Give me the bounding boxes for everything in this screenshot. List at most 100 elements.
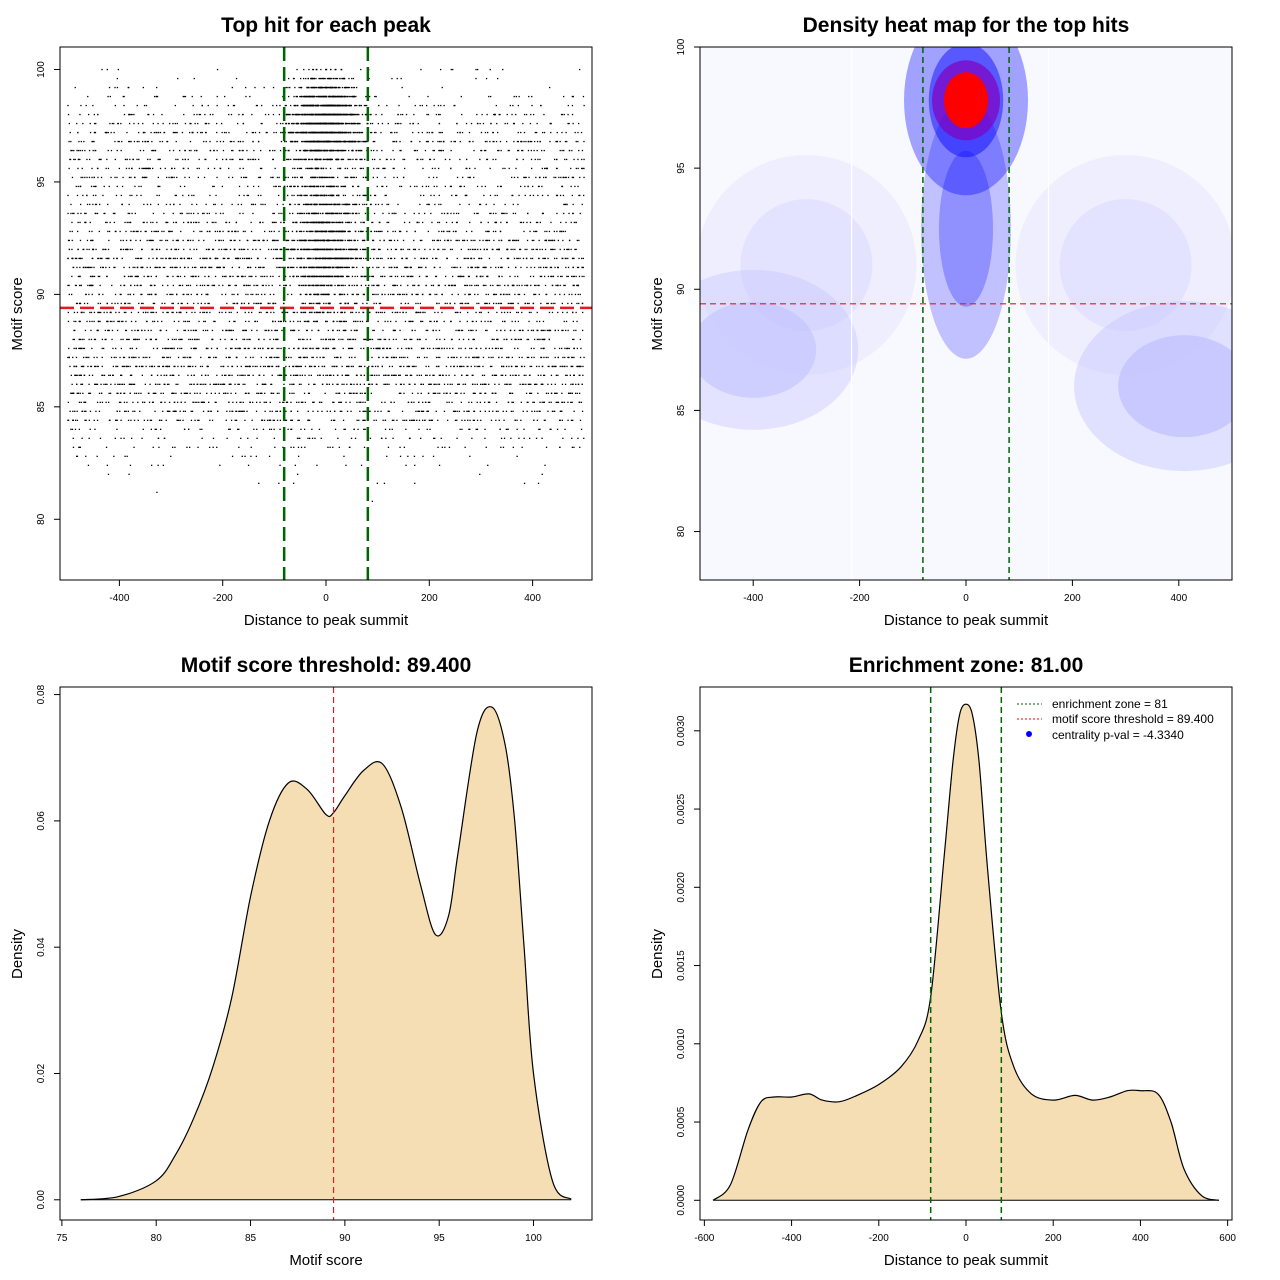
scatter-point [512,446,514,448]
scatter-point [432,239,434,242]
scatter-point [227,257,229,260]
scatter-point [166,293,168,296]
scatter-point [388,410,390,412]
scatter-point [292,383,294,385]
scatter-point [237,230,239,233]
scatter-point [177,356,180,359]
scatter-point [219,383,221,385]
scatter-point [70,392,72,394]
scatter-point [213,356,215,359]
scatter-point [577,437,579,439]
scatter-point [379,257,382,260]
scatter-point [389,275,391,278]
scatter-point [554,329,556,332]
scatter-point [244,392,247,394]
scatter-point [374,140,376,143]
scatter-point [444,158,447,161]
scatter-point [180,257,183,260]
scatter-point [326,374,329,376]
scatter-point [493,239,495,242]
scatter-point [567,347,569,350]
scatter-point [109,392,112,394]
scatter-point [105,248,107,251]
scatter-point [270,230,273,233]
scatter-point [373,329,375,332]
scatter-point [400,284,402,287]
scatter-point [364,401,366,403]
scatter-point [433,392,436,394]
scatter-point [97,167,99,170]
scatter-point [155,95,157,98]
scatter-point [502,212,505,215]
scatter-point [247,347,249,350]
scatter-point [541,401,543,403]
scatter-point [472,356,474,359]
scatter-point [531,167,533,170]
scatter-point [252,356,254,359]
scatter-point [151,293,153,296]
scatter-point [480,383,482,385]
panel-scatter: Top hit for each peak -400 -200 0 200 400 80… [9,14,593,629]
scatter-point [334,356,336,359]
scatter-point [238,266,240,269]
scatter-point [304,374,306,376]
scatter-point [346,167,349,170]
scatter-point [450,149,452,152]
scatter-point [542,338,544,341]
scatter-point [457,329,459,332]
scatter-point [173,176,175,179]
scatter-point [359,401,362,403]
scatter-point [482,275,484,278]
scatter-point [514,338,516,341]
scatter-point [299,437,301,439]
scatter-point [464,383,467,385]
scatter-point [250,158,252,161]
scatter-point [131,356,133,359]
scatter-point [173,338,176,341]
scatter-point [522,158,524,161]
scatter-point [425,365,427,368]
scatter-point [502,446,505,448]
scatter-point [270,176,272,179]
scatter-point [340,311,342,314]
scatter-point [533,293,535,296]
scatter-point [474,284,476,287]
scatter-point [298,383,301,385]
scatter-point [256,365,258,368]
scatter-point [136,230,138,233]
scatter-point [92,248,95,251]
scatter-point [539,221,541,224]
scatter-point [500,221,502,224]
scatter-point [197,302,199,305]
scatter-point [457,293,459,296]
scatter-point [209,257,211,260]
scatter-point [479,410,481,412]
scatter-point [425,275,427,278]
scatter-point [117,302,119,305]
scatter-point [153,311,155,314]
scatter-point [243,248,246,251]
scatter-point [127,419,130,421]
scatter-point [376,482,378,484]
scatter-point [371,338,374,341]
scatter-point [516,284,518,287]
scatter-point [412,131,414,134]
scatter-point [92,104,94,107]
scatter-point [197,212,199,215]
scatter-point [115,311,117,314]
scatter-point [171,347,173,350]
scatter-point [205,248,208,251]
scatter-point [553,239,555,242]
scatter-point [246,149,248,152]
scatter-point [257,284,259,287]
scatter-point [71,248,73,251]
scatter-point [269,401,271,403]
scatter-point [377,284,379,287]
scatter-point [229,284,231,287]
scatter-point [94,212,96,215]
scatter-point [261,284,263,287]
scatter-point [274,302,277,305]
scatter-point [233,293,235,296]
scatter-point [166,176,168,179]
scatter-point [122,248,125,251]
